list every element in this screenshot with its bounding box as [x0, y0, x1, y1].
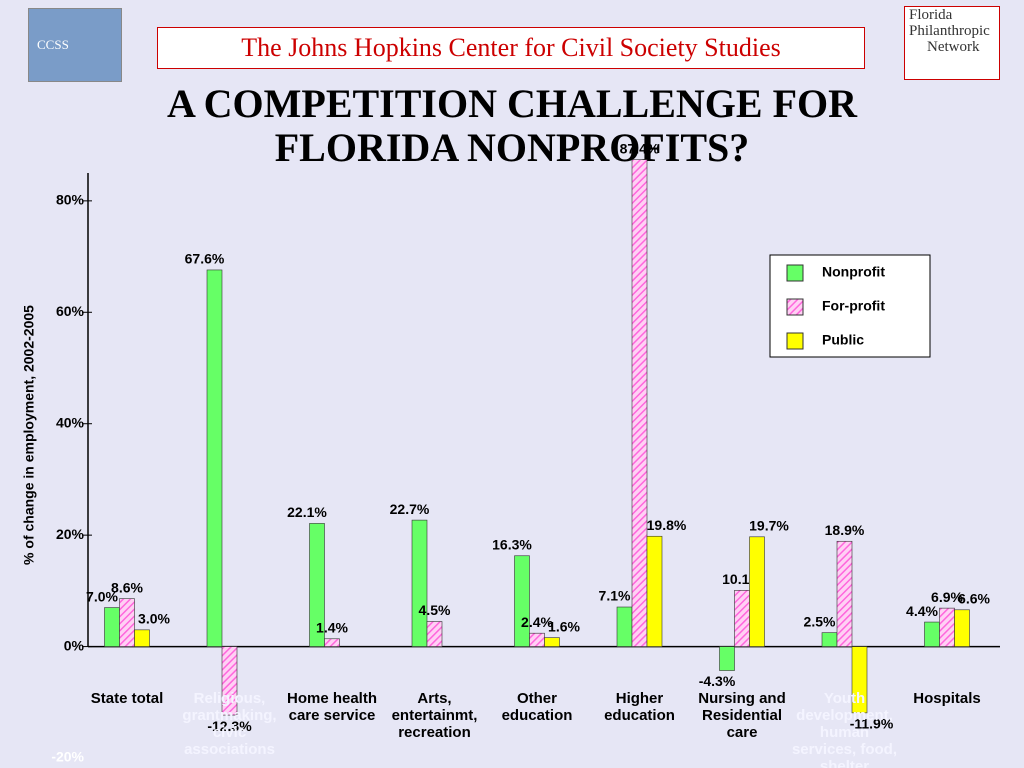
fpn-logo: Florida Philanthropic Network — [904, 6, 1000, 80]
bar — [119, 598, 135, 647]
logo-text: CCSS — [37, 37, 69, 52]
value-label: 6.9% — [931, 589, 963, 605]
value-label: -12.3% — [207, 718, 252, 734]
y-tick-label: 40% — [56, 414, 85, 430]
x-tick-label: Youth development, human services, food,… — [791, 690, 898, 768]
x-tick-label: Nursing and Residential care — [698, 690, 786, 741]
value-label: -11.9% — [850, 716, 894, 732]
value-label: 67.6% — [185, 251, 225, 267]
value-label: 22.1% — [287, 504, 327, 520]
bar — [719, 646, 735, 671]
value-label: 16.3% — [492, 536, 532, 552]
bar — [529, 632, 545, 647]
bar — [836, 540, 853, 647]
value-label: 2.4% — [521, 614, 553, 630]
y-tick-label: 20% — [56, 526, 85, 542]
x-tick-label: Home health care service — [286, 690, 377, 724]
value-label: 4.5% — [419, 602, 451, 618]
bar — [939, 607, 955, 647]
bar — [206, 269, 223, 647]
y-tick-label: -20% — [51, 749, 84, 765]
bar — [924, 621, 940, 647]
value-label: 19.8% — [647, 517, 687, 533]
bar — [411, 519, 428, 647]
ccss-logo: CCSS — [28, 8, 122, 82]
logo-text: Philanthropic — [909, 23, 990, 39]
value-label: 2.5% — [804, 613, 836, 629]
bar — [821, 632, 838, 647]
bar — [631, 159, 648, 647]
bar — [134, 629, 150, 647]
bar — [749, 536, 765, 647]
value-label: 22.7% — [390, 501, 430, 517]
value-label: 87.4% — [620, 140, 660, 156]
value-label: -4.3% — [699, 673, 736, 689]
x-tick-label: Arts, entertainmt, recreation — [391, 690, 478, 741]
bar — [514, 555, 530, 647]
value-label: 8.6% — [111, 579, 143, 595]
bar — [734, 589, 750, 647]
logo-text: Network — [927, 39, 980, 55]
bar — [104, 607, 120, 647]
bar — [851, 646, 868, 714]
y-tick-label: 80% — [56, 192, 85, 208]
value-label: 6.6% — [958, 591, 990, 607]
legend-swatch — [786, 332, 804, 350]
bar — [616, 606, 633, 647]
value-label: 3.0% — [138, 611, 170, 627]
value-label: 4.4% — [906, 603, 938, 619]
value-label: 1.4% — [316, 619, 348, 635]
bar — [324, 638, 340, 647]
value-label: 7.1% — [599, 588, 631, 604]
x-tick-label: State total — [90, 690, 164, 707]
bar — [221, 646, 238, 716]
chart-title: A COMPETITION CHALLENGE FOR FLORIDA NONP… — [166, 81, 858, 170]
logo-text: Florida — [909, 7, 953, 23]
banner: The Johns Hopkins Center for Civil Socie… — [157, 27, 865, 69]
legend-label: Public — [822, 332, 864, 348]
y-axis-label: % of change in employment, 2002-2005 — [21, 305, 37, 565]
legend-swatch — [786, 298, 804, 316]
y-tick-label: 0% — [64, 637, 85, 653]
value-label: 7.0% — [86, 588, 118, 604]
bar — [426, 621, 443, 647]
y-tick-label: 60% — [56, 303, 85, 319]
x-tick-label: Hospitals — [913, 690, 981, 707]
legend-swatch — [786, 264, 804, 282]
value-label: 18.9% — [825, 522, 865, 538]
value-label: 19.7% — [749, 518, 789, 534]
legend-label: For-profit — [822, 298, 885, 314]
bar — [309, 523, 325, 647]
value-label: 1.6% — [548, 618, 580, 634]
bar — [544, 637, 560, 647]
x-tick-label: Other education — [501, 690, 573, 724]
legend-label: Nonprofit — [822, 264, 885, 280]
x-tick-label: Higher education — [604, 690, 675, 724]
bar — [954, 609, 970, 647]
bar — [646, 535, 663, 647]
x-tick-label: Religious, grantmaking, civic associatio… — [182, 690, 277, 758]
